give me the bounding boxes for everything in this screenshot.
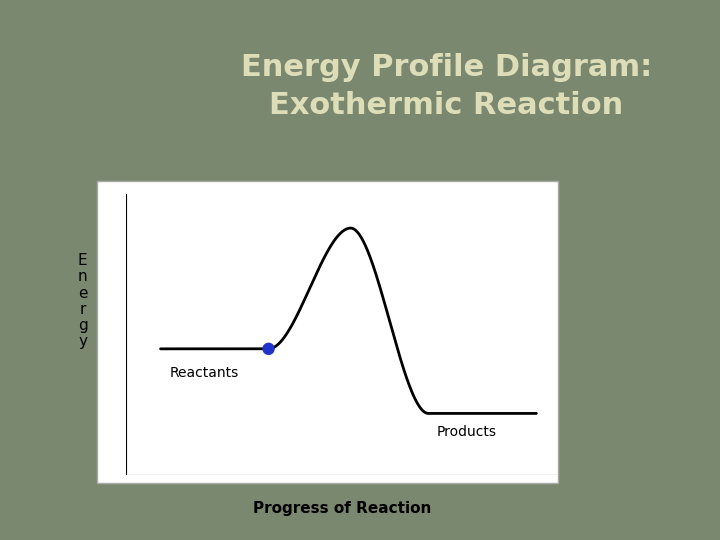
Text: Energy Profile Diagram:: Energy Profile Diagram: bbox=[240, 53, 652, 82]
Text: Reactants: Reactants bbox=[169, 366, 238, 380]
Text: E
n
e
r
g
y: E n e r g y bbox=[78, 253, 88, 349]
Point bbox=[263, 345, 274, 353]
Text: Progress of Reaction: Progress of Reaction bbox=[253, 502, 431, 516]
Text: Exothermic Reaction: Exothermic Reaction bbox=[269, 91, 624, 120]
Text: Products: Products bbox=[437, 424, 497, 438]
